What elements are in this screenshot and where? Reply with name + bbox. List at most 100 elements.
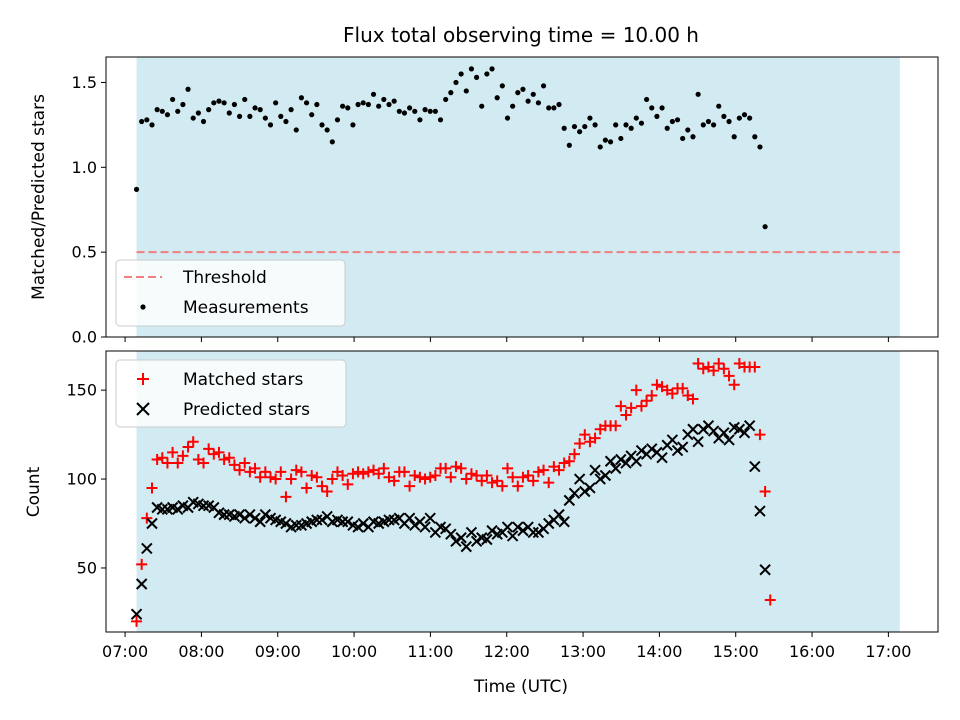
matched-star-point <box>182 441 194 453</box>
measurement-point <box>391 98 397 104</box>
measurement-point <box>386 101 392 108</box>
bottom-legend: Matched stars Predicted stars <box>115 359 347 428</box>
matched-star-point <box>156 452 168 464</box>
matched-star-point <box>234 464 246 476</box>
predicted-star-point <box>130 608 143 620</box>
measurement-point <box>566 142 572 148</box>
measurement-point <box>412 108 418 114</box>
matched-star-point <box>558 457 570 469</box>
measurement-point <box>278 113 284 119</box>
predicted-star-point <box>280 517 292 530</box>
measurement-point <box>293 127 299 133</box>
measurement-point <box>334 117 341 123</box>
predicted-star-point <box>671 444 684 457</box>
measurement-point <box>674 117 681 123</box>
matched-star-point <box>440 462 452 474</box>
matched-star-point <box>723 370 735 382</box>
predicted-star-point <box>512 521 524 533</box>
measurement-point <box>571 123 578 130</box>
predicted-star-point <box>357 517 369 530</box>
measurement-point <box>453 79 459 86</box>
predicted-star-point <box>599 469 612 482</box>
top-legend-box <box>115 259 346 327</box>
x-axis-label: Time (UTC) <box>473 677 568 697</box>
measurement-point <box>540 83 547 89</box>
matched-star-point <box>532 466 544 478</box>
predicted-star-point <box>455 532 467 544</box>
matched-star-point <box>208 448 220 460</box>
measurement-point <box>340 103 346 109</box>
measurement-point <box>257 107 263 113</box>
measurement-point <box>164 112 171 118</box>
bottom-y-ticks: 50 100 150 <box>66 381 106 577</box>
matched-star-point <box>749 361 761 373</box>
measurement-point <box>211 100 217 106</box>
predicted-star-point <box>749 460 761 473</box>
measurement-point <box>515 90 521 96</box>
measurement-point <box>360 100 366 106</box>
matched-star-point <box>465 468 477 480</box>
matched-star-point <box>512 480 524 492</box>
matched-star-point <box>527 475 539 487</box>
measurement-point <box>236 113 243 119</box>
predicted-star-point <box>197 500 210 512</box>
predicted-star-point <box>290 519 302 531</box>
matched-star-point <box>728 379 740 391</box>
predicted-star-point <box>697 423 709 435</box>
bottom-legend-box <box>115 359 347 428</box>
measurement-point <box>350 122 356 128</box>
matched-star-point <box>280 491 292 503</box>
measurement-point <box>221 100 227 106</box>
matched-star-point <box>177 450 189 462</box>
predicted-star-point <box>615 453 627 466</box>
matched-star-point <box>342 478 354 490</box>
measurement-point <box>731 134 737 140</box>
measurement-point <box>546 105 552 111</box>
matched-star-point <box>419 473 431 485</box>
matched-star-point <box>754 429 766 441</box>
matched-star-point <box>290 464 302 476</box>
measurement-point <box>376 103 382 109</box>
predicted-star-point <box>419 521 431 533</box>
matched-star-point <box>357 468 369 480</box>
measurement-point <box>139 118 145 125</box>
matched-star-point <box>646 389 658 401</box>
predicted-star-point <box>517 524 529 537</box>
predicted-star-point <box>553 508 565 521</box>
measurement-point <box>592 122 598 128</box>
predicted-star-point <box>563 494 576 507</box>
matched-star-point <box>172 457 184 469</box>
matched-star-point <box>311 471 323 483</box>
measurement-point <box>520 86 526 92</box>
predicted-star-point <box>594 473 606 485</box>
matched-star-point <box>316 480 328 492</box>
measurement-point <box>710 122 717 128</box>
measurement-point <box>169 96 176 103</box>
measurement-point <box>427 108 433 114</box>
predicted-star-point <box>316 514 328 526</box>
matched-star-point <box>635 400 647 412</box>
predicted-star-point <box>141 542 153 555</box>
predicted-star-points <box>130 419 771 620</box>
predicted-star-point <box>527 526 539 539</box>
matched-star-point <box>264 471 276 483</box>
measurement-point <box>216 98 222 104</box>
measurement-point <box>659 105 665 111</box>
predicted-star-point <box>718 427 730 439</box>
matched-star-point <box>620 409 632 421</box>
measurement-point <box>422 107 428 113</box>
top-legend: Threshold Measurements <box>115 259 346 327</box>
matched-star-point <box>708 365 720 377</box>
matched-star-point <box>213 446 225 458</box>
measurement-point <box>407 105 413 111</box>
predicted-star-point <box>218 508 230 521</box>
predicted-star-point <box>589 464 601 476</box>
measurement-point <box>628 125 634 131</box>
matched-star-point <box>254 471 266 483</box>
matched-star-point <box>486 477 498 489</box>
measurement-point <box>468 66 475 72</box>
measurement-point <box>242 96 248 103</box>
top-x-ticks <box>124 337 889 342</box>
measurement-point <box>458 71 464 77</box>
